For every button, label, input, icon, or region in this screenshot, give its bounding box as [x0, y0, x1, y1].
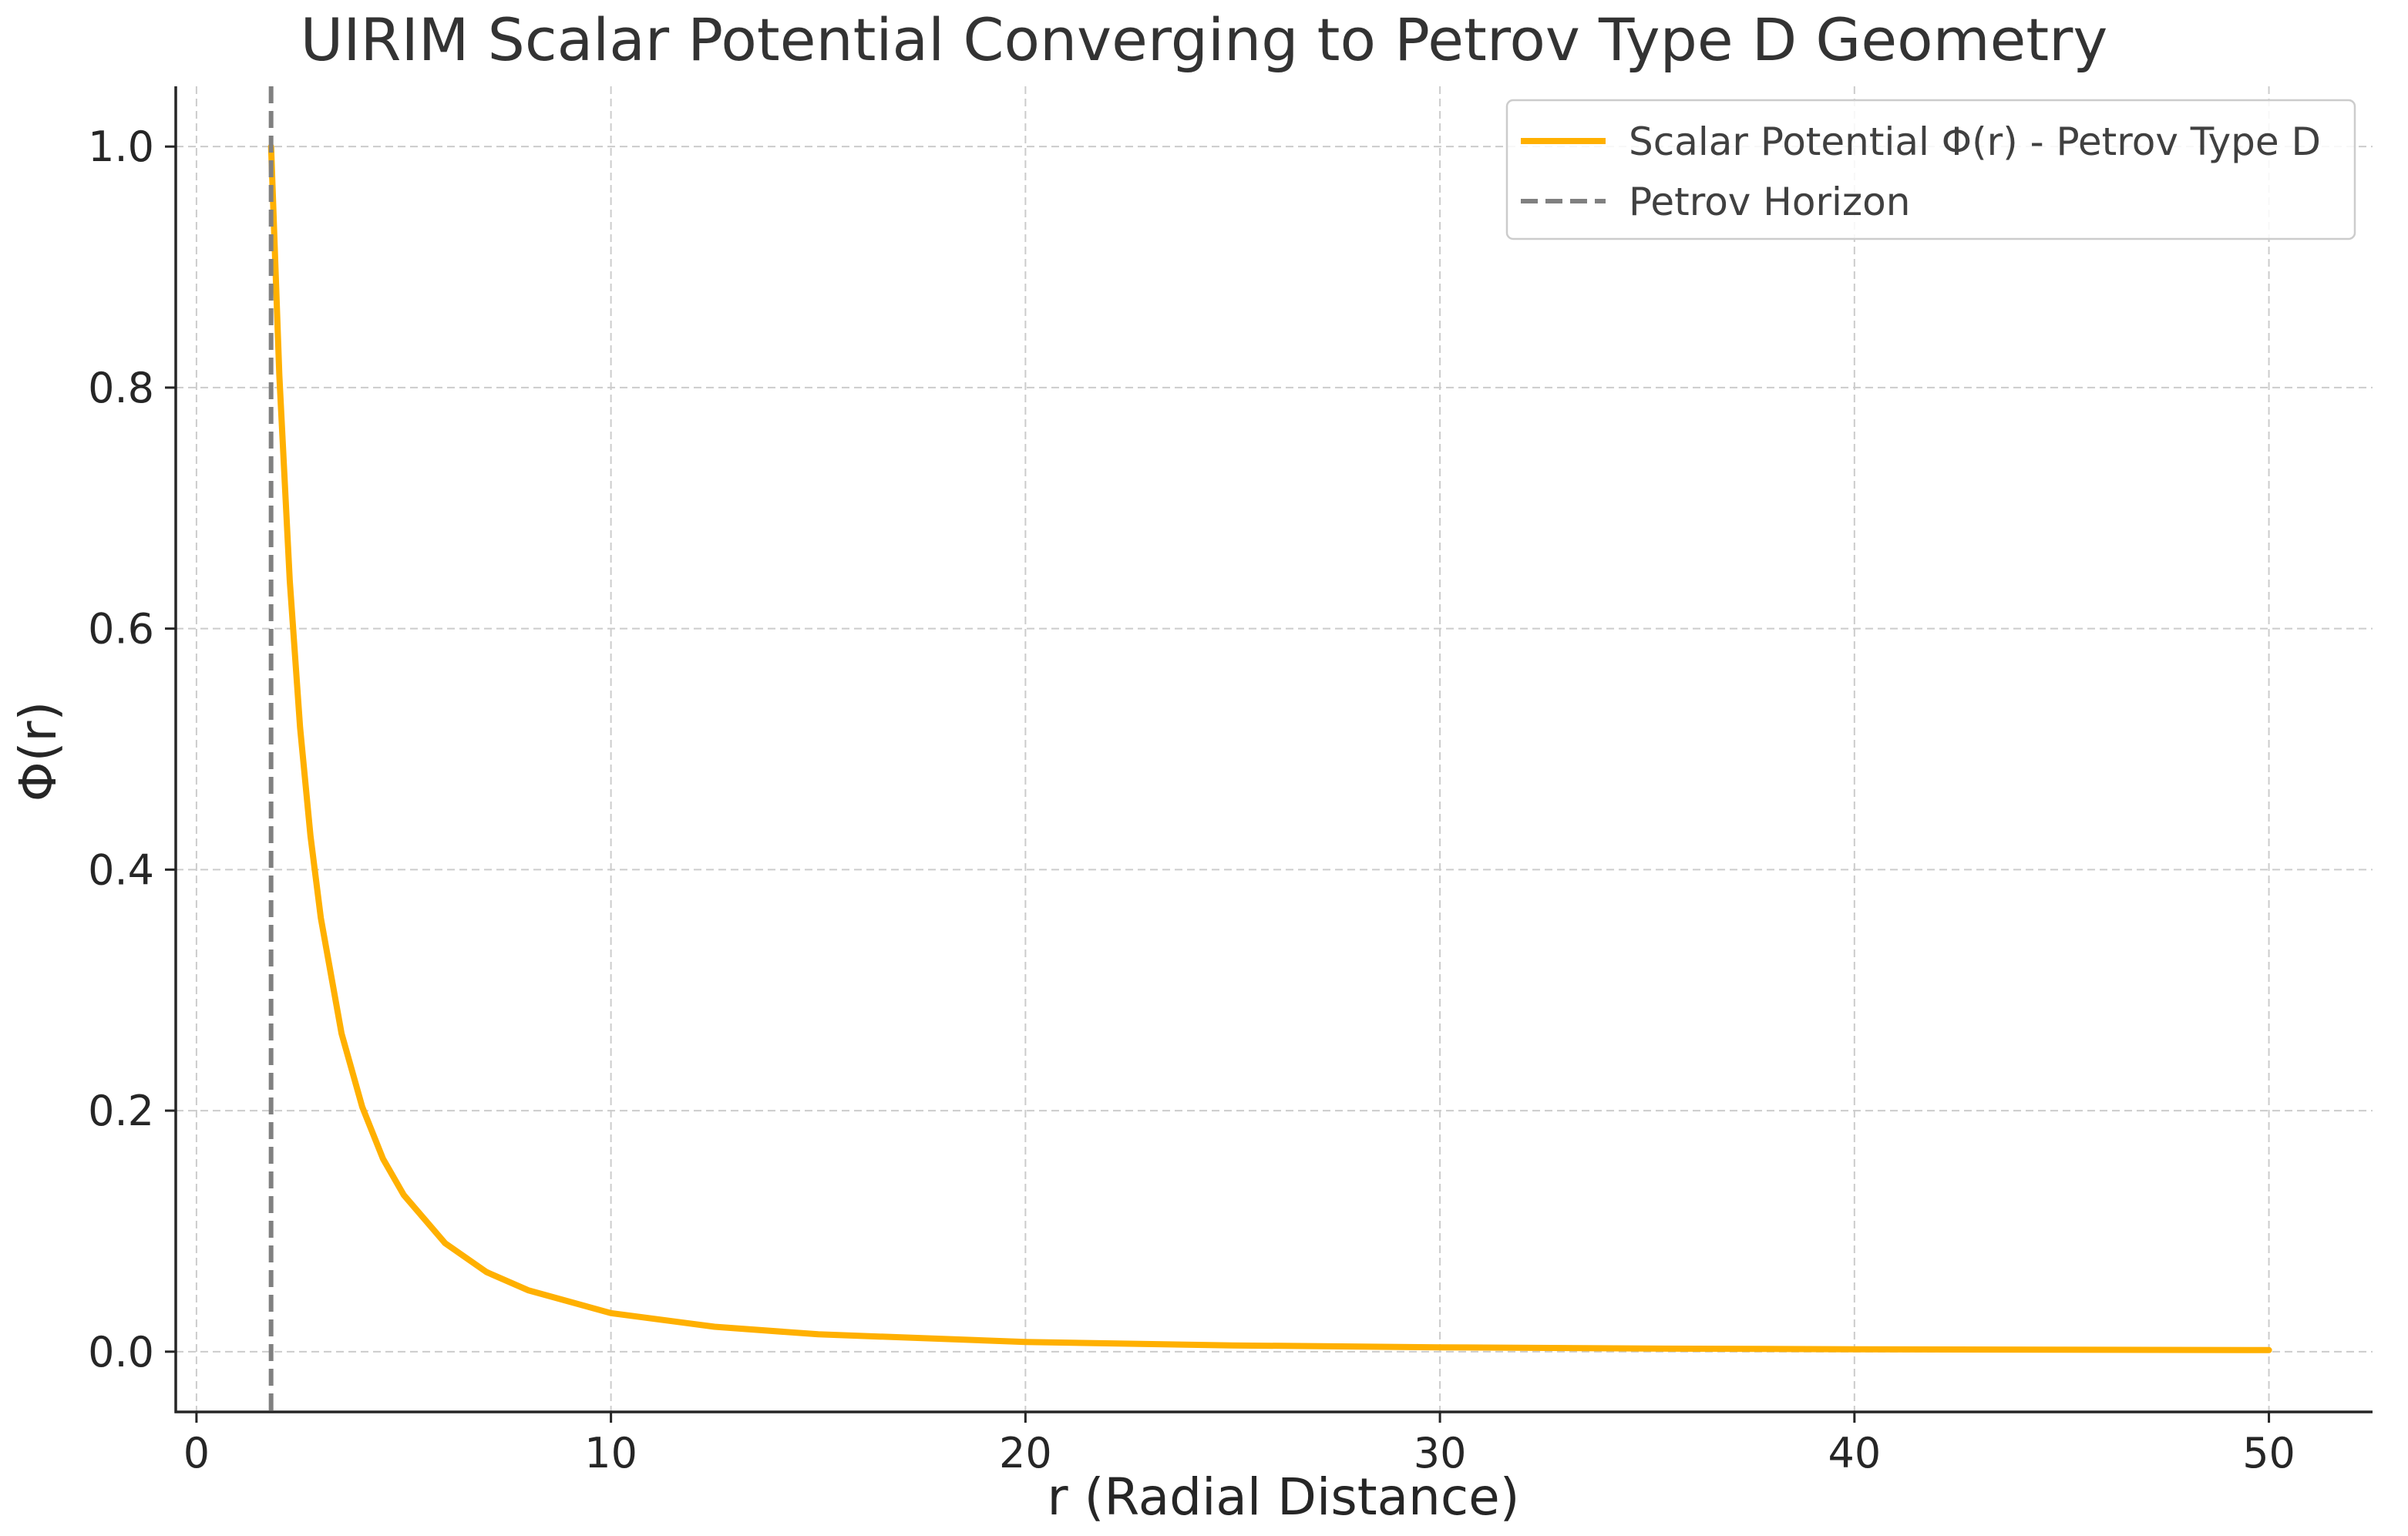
potential-curve — [267, 143, 2272, 1353]
axes — [174, 86, 2373, 1413]
x-tick-label: 20 — [999, 1429, 1052, 1477]
y-tick-label: 0.8 — [88, 364, 154, 412]
y-tick-label: 0.4 — [88, 845, 154, 894]
legend-label: Petrov Horizon — [1629, 180, 1910, 224]
x-tick-label: 30 — [1414, 1429, 1467, 1477]
y-tick-label: 0.2 — [88, 1087, 154, 1135]
y-axis-label: Φ(r) — [8, 701, 68, 802]
series-layer — [267, 86, 2272, 1412]
chart-title: UIRIM Scalar Potential Converging to Pet… — [301, 5, 2108, 74]
x-tick-label: 10 — [584, 1429, 637, 1477]
x-tick-label: 0 — [183, 1429, 210, 1477]
grid — [176, 86, 2373, 1412]
x-tick-label: 50 — [2242, 1429, 2295, 1477]
legend-label: Scalar Potential Φ(r) - Petrov Type D — [1629, 119, 2321, 164]
x-tick-label: 40 — [1828, 1429, 1881, 1477]
y-tick-label: 0.0 — [88, 1328, 154, 1376]
x-axis-label: r (Radial Distance) — [1047, 1467, 1519, 1527]
legend-box — [1505, 99, 2356, 240]
y-tick-label: 1.0 — [88, 123, 154, 171]
legend: Scalar Potential Φ(r) - Petrov Type D Pet… — [1505, 99, 2356, 240]
ticks: 0 10 20 30 40 50 0.0 0.2 0.4 0.6 0.8 1.0 — [88, 123, 2295, 1477]
y-tick-label: 0.6 — [88, 605, 154, 654]
